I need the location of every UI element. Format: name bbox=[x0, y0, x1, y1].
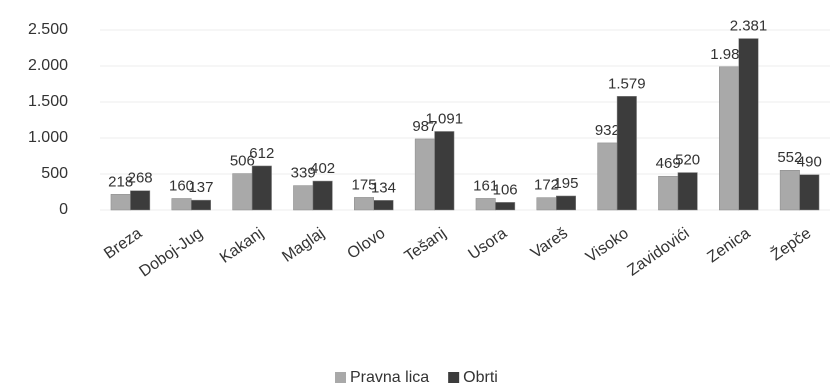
y-tick-label: 500 bbox=[41, 165, 68, 182]
bar bbox=[616, 96, 637, 211]
x-tick-label: Žepče bbox=[767, 223, 814, 264]
value-label: 218 bbox=[108, 173, 133, 190]
bar bbox=[597, 142, 618, 211]
value-label: 1.989 bbox=[710, 46, 748, 63]
y-tick-label: 1.500 bbox=[28, 93, 68, 110]
bar bbox=[191, 199, 211, 211]
x-tick-label: Maglaj bbox=[279, 225, 327, 266]
value-label: 137 bbox=[188, 179, 213, 196]
bar bbox=[312, 180, 333, 211]
bar bbox=[799, 174, 820, 211]
bar bbox=[171, 198, 192, 211]
value-label: 1.579 bbox=[608, 75, 646, 92]
bar bbox=[293, 185, 314, 211]
x-tick-label: Doboj-Jug bbox=[136, 225, 206, 281]
value-label: 469 bbox=[656, 155, 681, 172]
x-tick-label: Breza bbox=[101, 225, 145, 263]
bar bbox=[130, 190, 151, 211]
y-tick-label: 1.000 bbox=[28, 129, 68, 146]
bar bbox=[495, 202, 516, 211]
bar bbox=[373, 200, 394, 211]
x-tick-label: Zenica bbox=[704, 225, 753, 267]
x-tick-label: Kakanj bbox=[217, 225, 267, 267]
value-label: 552 bbox=[777, 149, 802, 166]
value-label: 160 bbox=[169, 177, 194, 194]
legend-label: Obrti bbox=[463, 369, 498, 386]
value-label: 987 bbox=[412, 118, 437, 135]
bar bbox=[110, 194, 131, 211]
bar bbox=[658, 175, 679, 211]
value-label: 932 bbox=[595, 122, 620, 139]
value-label: 1.091 bbox=[426, 110, 464, 127]
bar bbox=[536, 197, 557, 211]
value-label: 106 bbox=[493, 181, 518, 198]
y-tick-label: 0 bbox=[59, 201, 68, 218]
x-tick-label: Tešanj bbox=[402, 225, 450, 265]
bar bbox=[556, 195, 576, 211]
bar bbox=[779, 170, 800, 211]
bar bbox=[719, 66, 739, 211]
value-label: 175 bbox=[352, 176, 377, 193]
value-label: 402 bbox=[310, 160, 335, 177]
x-tick-label: Vareš bbox=[528, 225, 571, 262]
x-tick-label: Olovo bbox=[344, 225, 388, 263]
value-label: 339 bbox=[291, 165, 316, 182]
legend-swatch bbox=[335, 372, 346, 383]
value-label: 506 bbox=[230, 153, 255, 170]
value-label: 172 bbox=[534, 177, 559, 194]
value-label: 268 bbox=[128, 170, 153, 187]
x-tick-label: Visoko bbox=[583, 225, 632, 266]
bar bbox=[434, 131, 455, 211]
bar bbox=[738, 38, 759, 211]
value-label: 195 bbox=[553, 175, 578, 192]
legend-label: Pravna lica bbox=[350, 369, 429, 386]
y-tick-label: 2.500 bbox=[28, 21, 68, 38]
x-tick-label: Zavidovići bbox=[625, 225, 693, 280]
value-label: 612 bbox=[249, 145, 274, 162]
y-tick-label: 2.000 bbox=[28, 57, 68, 74]
bar bbox=[232, 173, 253, 211]
x-tick-label: Usora bbox=[465, 225, 510, 263]
value-label: 2.381 bbox=[730, 18, 768, 35]
bar bbox=[677, 172, 698, 211]
value-label: 490 bbox=[797, 154, 822, 171]
bar bbox=[414, 138, 435, 211]
legend-swatch bbox=[448, 372, 460, 383]
bar bbox=[475, 198, 496, 211]
value-label: 520 bbox=[675, 152, 700, 169]
value-label: 161 bbox=[473, 177, 498, 194]
bar bbox=[251, 165, 272, 211]
bar bbox=[354, 197, 374, 211]
value-label: 134 bbox=[371, 179, 396, 196]
